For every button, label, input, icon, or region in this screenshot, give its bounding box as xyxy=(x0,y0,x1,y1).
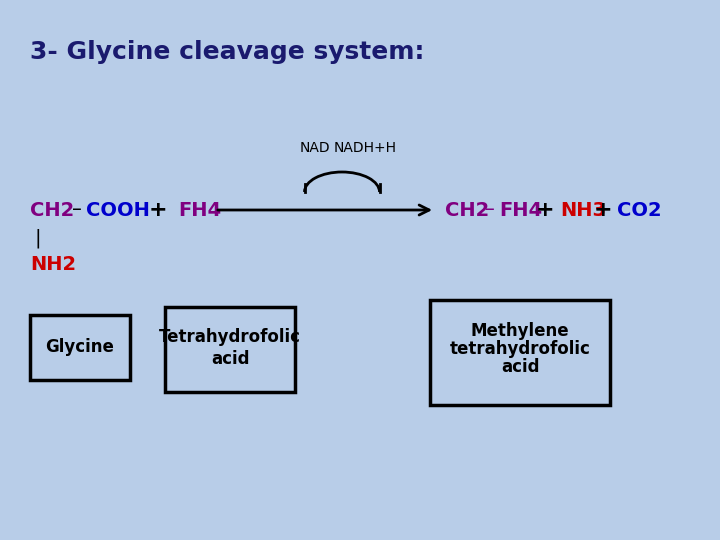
Text: tetrahydrofolic: tetrahydrofolic xyxy=(449,341,590,359)
Text: +: + xyxy=(594,200,612,220)
Text: |: | xyxy=(35,228,41,248)
Text: Tetrahydrofolic: Tetrahydrofolic xyxy=(159,328,301,347)
Text: –: – xyxy=(485,200,495,219)
Text: NADH+H: NADH+H xyxy=(333,141,397,155)
Text: acid: acid xyxy=(500,359,539,376)
Text: +: + xyxy=(536,200,554,220)
Text: CO2: CO2 xyxy=(617,200,662,219)
Text: NAD: NAD xyxy=(300,141,330,155)
Text: Methylene: Methylene xyxy=(471,322,570,341)
Text: –: – xyxy=(72,200,82,219)
Text: CH2: CH2 xyxy=(445,200,490,219)
Text: +: + xyxy=(149,200,167,220)
Bar xyxy=(30,315,130,380)
Bar xyxy=(430,300,610,405)
Text: acid: acid xyxy=(211,350,249,368)
Text: Glycine: Glycine xyxy=(45,339,114,356)
Text: FH4: FH4 xyxy=(178,200,221,219)
Text: COOH: COOH xyxy=(86,200,150,219)
Text: 3- Glycine cleavage system:: 3- Glycine cleavage system: xyxy=(30,40,424,64)
Bar xyxy=(165,307,295,392)
Text: CH2: CH2 xyxy=(30,200,74,219)
Text: FH4: FH4 xyxy=(499,200,542,219)
Text: NH3: NH3 xyxy=(560,200,606,219)
Text: NH2: NH2 xyxy=(30,255,76,274)
